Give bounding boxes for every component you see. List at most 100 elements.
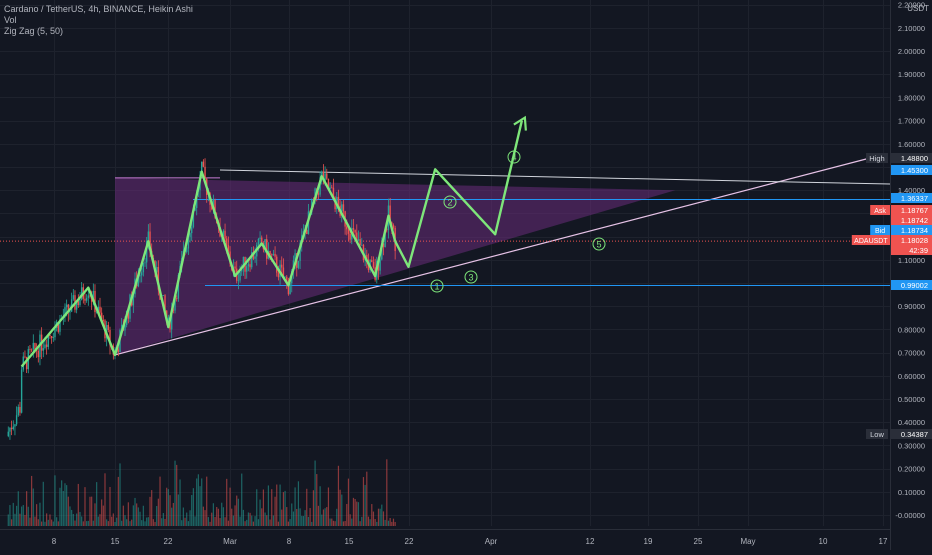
- candle-body: [214, 199, 216, 218]
- volume-bar: [22, 505, 24, 526]
- volume-bar: [217, 508, 219, 526]
- volume-bar: [192, 488, 194, 526]
- volume-bar: [309, 508, 311, 526]
- candle-body: [282, 267, 285, 278]
- volume-bar: [194, 516, 196, 526]
- volume-bar: [336, 508, 338, 526]
- candle-body: [289, 283, 291, 295]
- candle-body: [261, 237, 263, 244]
- candle-body: [254, 256, 256, 259]
- candle-body: [319, 177, 321, 195]
- price-label-bg: [891, 429, 932, 439]
- candle-body: [211, 204, 213, 210]
- candle-body: [12, 426, 14, 430]
- volume-bar: [314, 460, 316, 526]
- price-label: ADAUSDT 1.18028: [851, 235, 932, 245]
- volume-bar: [26, 491, 28, 526]
- candle-body: [257, 238, 260, 245]
- volume-bar: [179, 479, 181, 526]
- volume-bar: [229, 487, 231, 526]
- volume-bar: [361, 516, 363, 526]
- volume-bar: [382, 511, 385, 526]
- zigzag-line: [20, 170, 397, 368]
- candle-body: [277, 272, 280, 278]
- candle-body: [259, 237, 261, 239]
- volume-bar: [127, 502, 129, 526]
- volume-bar: [251, 515, 253, 526]
- candle-body: [269, 251, 271, 255]
- price-label-name: High: [869, 154, 884, 163]
- volume-bar: [117, 476, 119, 526]
- volume-bar: [271, 489, 273, 526]
- volume-bar: [137, 507, 139, 526]
- price-label-value: 1.18742: [901, 216, 928, 225]
- x-tick-label: 8: [52, 537, 57, 546]
- candle-body: [102, 320, 105, 321]
- volume-bar: [316, 474, 318, 526]
- volume-bar: [244, 521, 246, 526]
- candle-body: [379, 259, 381, 271]
- candle-body: [342, 204, 345, 212]
- volume-bar: [291, 503, 293, 526]
- wave-label: 2: [443, 195, 457, 209]
- price-label: 42:39: [891, 245, 932, 255]
- volume-bar: [157, 498, 159, 526]
- volume-bar: [156, 506, 158, 526]
- volume-bar: [52, 521, 54, 526]
- candle-body: [17, 407, 19, 416]
- projection-arrowhead: [513, 115, 527, 131]
- volume-bar: [187, 521, 189, 526]
- volume-bar: [39, 502, 41, 526]
- candle-body: [322, 171, 325, 182]
- candle-body: [332, 187, 335, 198]
- price-label-bg: [891, 153, 932, 163]
- y-tick-label: 0.50000: [898, 395, 925, 404]
- candle-body: [97, 306, 100, 312]
- candle-body: [272, 253, 275, 256]
- volume-bar: [216, 506, 218, 526]
- volume-bar: [32, 488, 34, 526]
- volume-bar: [82, 521, 84, 526]
- volume-bar: [239, 516, 241, 526]
- candle-body: [50, 336, 53, 339]
- volume-bar: [136, 503, 138, 526]
- candle-body: [127, 310, 130, 319]
- price-label-bg: [891, 193, 932, 203]
- volume-bar: [281, 509, 283, 526]
- candle-body: [25, 357, 28, 370]
- volume-bar: [164, 518, 166, 526]
- volume-bar: [62, 490, 64, 526]
- volume-bar: [132, 505, 134, 526]
- volume-bar: [272, 515, 275, 526]
- volume-bar: [366, 471, 368, 526]
- volume-bar: [351, 518, 353, 526]
- candle-body: [202, 161, 205, 167]
- y-tick-label: 0.70000: [898, 349, 925, 358]
- x-tick-label: 12: [586, 537, 595, 546]
- volume-bar: [207, 517, 209, 526]
- price-label-value: 1.18028: [901, 236, 928, 245]
- volume-bar: [261, 508, 263, 526]
- candle-body: [85, 297, 88, 301]
- volume-bar: [147, 517, 149, 526]
- candle-body: [67, 304, 70, 313]
- volume-bar: [27, 506, 29, 526]
- candle-body: [107, 325, 110, 330]
- wave-label-circle: [507, 150, 521, 164]
- candle-body: [84, 298, 86, 301]
- wave-label: 4: [507, 150, 521, 164]
- volume-bar: [141, 520, 143, 526]
- price-label: 1.45300: [891, 165, 932, 175]
- price-label: 0.99002: [891, 280, 932, 290]
- y-tick-label: 2.10000: [898, 24, 925, 33]
- volume-bar: [139, 511, 141, 526]
- volume-bar: [394, 521, 396, 526]
- candle-body: [124, 325, 126, 331]
- volume-bar: [54, 475, 56, 526]
- volume-bar: [201, 478, 203, 526]
- candle-body: [120, 324, 123, 331]
- candle-body: [15, 415, 18, 425]
- price-label-value: 0.99002: [901, 281, 928, 290]
